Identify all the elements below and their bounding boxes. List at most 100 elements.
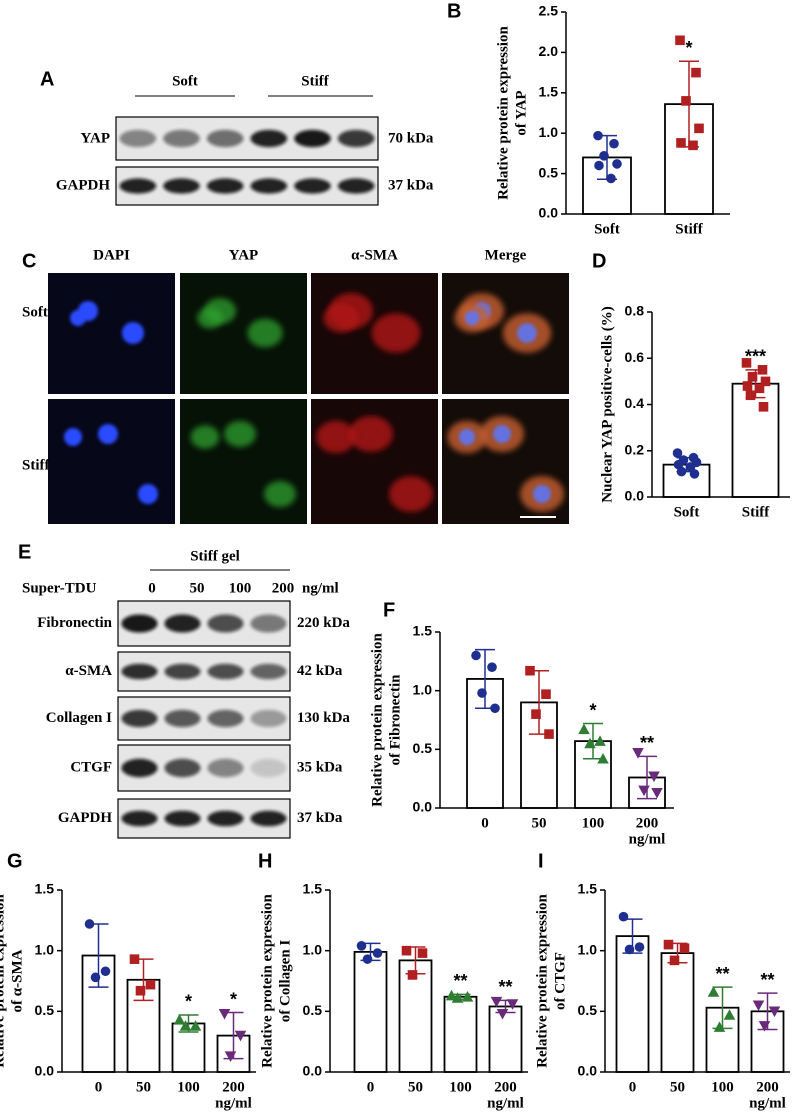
cell bbox=[190, 425, 220, 449]
y-tick-label: 0.5 bbox=[578, 1002, 598, 1018]
y-axis-title: Relative protein expression bbox=[534, 894, 550, 1068]
y-tick-label: 1.5 bbox=[35, 881, 55, 897]
data-point bbox=[451, 992, 464, 1003]
row-label: Stiff bbox=[22, 457, 51, 473]
data-point bbox=[648, 771, 660, 783]
x-tick-label: 50 bbox=[408, 1079, 423, 1095]
y-tick-label: 0.5 bbox=[413, 740, 433, 756]
data-point bbox=[525, 665, 535, 676]
micrograph bbox=[48, 399, 175, 524]
data-point bbox=[609, 138, 619, 149]
nucleus bbox=[64, 428, 82, 446]
y-tick-label: 0.8 bbox=[625, 303, 645, 319]
panel-letter: I bbox=[538, 850, 544, 872]
blot-band bbox=[119, 178, 157, 194]
data-point bbox=[490, 703, 500, 714]
blot-band bbox=[250, 614, 287, 633]
blot-band bbox=[337, 129, 375, 148]
blot-band bbox=[207, 810, 244, 827]
data-point bbox=[707, 986, 720, 997]
cell bbox=[224, 421, 256, 447]
x-unit-label: ng/ml bbox=[749, 1095, 786, 1111]
y-tick-label: 1.0 bbox=[35, 941, 55, 957]
row-label: Fibronectin bbox=[37, 615, 112, 631]
y-axis-title: of CTGF bbox=[552, 952, 568, 1010]
y-tick-label: 1.0 bbox=[303, 941, 323, 957]
y-tick-label: 0.0 bbox=[303, 1063, 323, 1079]
y-tick-label: 0.0 bbox=[578, 1063, 598, 1079]
cell bbox=[316, 420, 356, 454]
blot-band bbox=[121, 810, 158, 827]
data-point bbox=[224, 1051, 237, 1062]
data-point bbox=[189, 1020, 202, 1031]
data-point bbox=[372, 948, 383, 958]
blot-band bbox=[163, 129, 200, 148]
nucleus bbox=[493, 425, 511, 443]
blot-band bbox=[164, 758, 201, 778]
blot-band bbox=[164, 810, 201, 827]
blot-band bbox=[250, 758, 287, 778]
significance-label: ** bbox=[760, 970, 774, 990]
blot-band bbox=[250, 810, 287, 827]
blot-band bbox=[207, 663, 244, 680]
y-tick-label: 1.0 bbox=[413, 681, 433, 697]
data-point bbox=[754, 383, 765, 394]
x-tick-label: Soft bbox=[674, 504, 700, 520]
data-point bbox=[129, 954, 140, 964]
cell bbox=[247, 318, 283, 348]
y-axis-title: Relative protein expression bbox=[259, 894, 275, 1068]
blot-frame bbox=[115, 166, 379, 206]
data-point bbox=[597, 752, 609, 764]
column-label: Merge bbox=[485, 247, 527, 263]
y-tick-label: 1.0 bbox=[539, 124, 559, 140]
size-label: 37 kDa bbox=[388, 177, 434, 193]
data-point bbox=[594, 160, 604, 171]
blot-band bbox=[164, 663, 201, 680]
x-unit-label: ng/ml bbox=[629, 831, 666, 847]
nucleus bbox=[517, 323, 537, 343]
y-tick-label: 0.0 bbox=[539, 205, 559, 221]
data-point bbox=[651, 787, 663, 799]
y-tick-label: 0.2 bbox=[625, 441, 645, 457]
cell bbox=[197, 307, 223, 329]
data-point bbox=[606, 173, 616, 184]
blot-band bbox=[337, 178, 375, 194]
data-point bbox=[90, 972, 101, 983]
panel-letter: E bbox=[18, 541, 31, 563]
panel-letter: B bbox=[447, 0, 461, 22]
data-point bbox=[757, 365, 768, 375]
data-point bbox=[758, 402, 769, 412]
y-tick-label: 2.0 bbox=[539, 43, 559, 59]
y-tick-label: 0.5 bbox=[539, 164, 559, 180]
data-point bbox=[638, 785, 650, 797]
column-label: YAP bbox=[229, 247, 258, 263]
nucleus bbox=[70, 310, 86, 326]
micrograph bbox=[180, 273, 307, 394]
column-label: α-SMA bbox=[351, 247, 398, 263]
panel-letter: H bbox=[258, 850, 272, 872]
data-point bbox=[694, 123, 704, 134]
significance-label: ** bbox=[715, 964, 729, 984]
data-point bbox=[531, 709, 541, 719]
size-label: 42 kDa bbox=[297, 663, 343, 679]
bar bbox=[615, 935, 650, 1073]
nucleus bbox=[98, 424, 118, 444]
y-tick-label: 1.5 bbox=[578, 881, 598, 897]
blot-band bbox=[250, 129, 288, 148]
x-tick-label: 0 bbox=[629, 1079, 637, 1095]
blot-band bbox=[206, 178, 244, 194]
data-point bbox=[496, 1008, 509, 1020]
data-point bbox=[688, 140, 698, 151]
y-axis-title: Nuclear YAP positive-cells (%) bbox=[599, 306, 615, 503]
data-point bbox=[681, 96, 691, 106]
data-point bbox=[758, 1021, 771, 1032]
data-point bbox=[356, 941, 367, 951]
y-tick-label: 0.5 bbox=[303, 1002, 323, 1018]
cell bbox=[264, 481, 296, 507]
row-label: GAPDH bbox=[58, 810, 112, 826]
data-point bbox=[234, 1030, 247, 1042]
data-point bbox=[745, 390, 756, 401]
row-label: GAPDH bbox=[56, 177, 110, 193]
data-point bbox=[632, 748, 644, 759]
y-tick-label: 0.6 bbox=[625, 349, 645, 365]
